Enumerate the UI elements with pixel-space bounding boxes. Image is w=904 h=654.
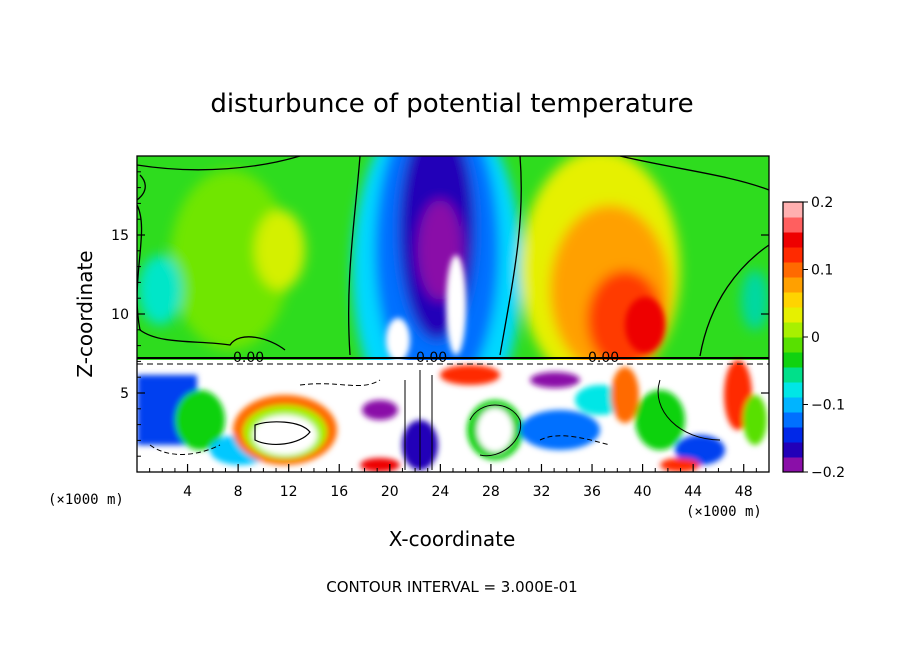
colorbar-tick-label: −0.1 [811,398,845,414]
x-tick-label: 16 [330,484,348,500]
colorbar-swatch [783,397,803,413]
region-cyan-right [741,270,769,330]
x-tick-label: 44 [684,484,702,500]
y-tick-label: 15 [111,228,129,244]
region-lower-blue-b [520,410,600,450]
region-lower-green-left [175,390,225,450]
contour-lower-e [539,435,611,446]
contour-top-left [137,156,301,171]
x-tick-label: 36 [583,484,601,500]
x-tick-label: 48 [735,484,753,500]
y-axis-label: Z-coordinate [73,250,97,377]
x-tick-label: 28 [482,484,500,500]
colorbar-swatch [783,427,803,443]
chart-title: disturbunce of potential temperature [210,89,693,119]
region-lower-green-c [743,395,767,445]
colorbar-tick-label: −0.2 [811,465,845,481]
colorbar-swatch [783,442,803,458]
contour-lower-d [469,404,522,457]
colorbar-swatch [783,457,803,473]
region-lower-blue-c [675,435,725,465]
y-axis: 5 10 15 [111,171,769,457]
x-tick-label: 32 [533,484,551,500]
region-lower-red-bottom-b [660,458,700,472]
colorbar-swatch [783,412,803,428]
colorbar-swatch [783,367,803,383]
contour-cold-right [499,156,522,356]
x-unit-label-right: (×1000 m) [686,504,762,520]
x-tick-label: 24 [431,484,449,500]
colorbar-swatch [783,352,803,368]
contour-lower-f [657,379,721,441]
region-white-base [386,318,410,362]
colorbar: 0.2 0.1 0 −0.1 −0.2 [782,195,845,481]
contour-lower-g [299,379,381,387]
x-tick-label: 8 [234,484,243,500]
x-tick-label: 4 [183,484,192,500]
region-cyan-left [138,255,182,325]
colorbar-swatch [783,322,803,338]
contour-label: 0.00 [416,350,447,366]
contour-lower-b [254,421,311,446]
region-lower-red-bottom [360,458,400,472]
contour-lower-a [149,444,221,455]
region-lower-ring-inner [253,415,317,455]
region-white-core [446,255,466,355]
contour-left [137,174,286,351]
region-upper-lightgreen [170,170,290,350]
contour-interval-note: CONTOUR INTERVAL = 3.000E-01 [326,578,577,596]
heatmap-field [137,156,769,472]
x-tick-label: 40 [634,484,652,500]
x-tick-label: 12 [280,484,298,500]
region-lower-white-mid [477,408,513,452]
region-upper-yellow-left [255,210,305,290]
contour-label: 0.00 [233,350,264,366]
colorbar-swatch [783,247,803,263]
x-tick-label: 20 [381,484,399,500]
colorbar-swatch [783,262,803,278]
y-tick-label: 10 [111,307,129,323]
region-lower-purple-a [362,400,398,420]
contour-label: 0.00 [588,350,619,366]
colorbar-swatch [783,232,803,248]
contour-lower-c [404,370,433,470]
contour-cold-left [347,156,361,356]
colorbar-swatch [783,292,803,308]
colorbar-swatch [783,202,803,218]
contour-right [699,244,769,357]
contour-labels: 0.00 0.00 0.00 [233,350,619,366]
colorbar-swatch [783,217,803,233]
colorbar-swatch [783,277,803,293]
region-lower-red-a [440,365,500,385]
y-tick-label: 5 [120,386,129,402]
region-lower-purple-b [530,372,580,388]
colorbar-swatch [783,307,803,323]
colorbar-tick-label: 0.1 [811,263,833,279]
x-unit-label-left: (×1000 m) [48,492,124,508]
colorbar-tick-label: 0.2 [811,195,833,211]
contour-top-right [619,156,769,191]
region-lower-green-b [635,390,685,450]
colorbar-tick-label: 0 [811,330,820,346]
region-lower-orange-b [611,367,639,423]
colorbar-swatch [783,337,803,353]
colorbar-swatch [783,382,803,398]
x-axis-label: X-coordinate [389,527,516,551]
x-axis: 4 8 12 16 20 24 28 32 36 40 44 48 [149,464,757,500]
region-red-core [625,297,665,353]
